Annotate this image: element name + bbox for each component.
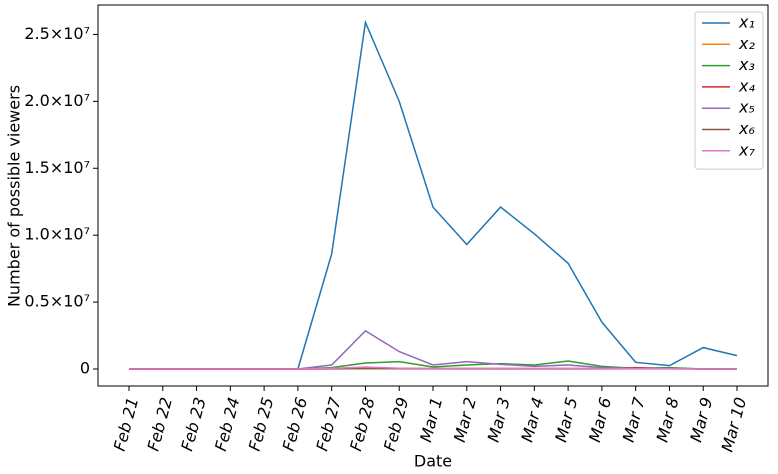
y-tick-label: 1.0×10⁷	[24, 225, 90, 244]
series-line	[129, 19, 738, 370]
series-line	[129, 366, 737, 370]
x-tick-label: Mar 8	[653, 395, 683, 444]
legend-label: x₂	[738, 34, 755, 53]
x-tick-label: Mar 5	[551, 395, 581, 444]
x-tick-label: Mar 6	[585, 395, 615, 444]
y-tick-label: 0.5×10⁷	[24, 292, 90, 311]
x-axis-label: Date	[414, 452, 452, 471]
y-tick-label: 2.5×10⁷	[24, 24, 90, 43]
y-tick-label: 2.0×10⁷	[24, 91, 90, 110]
x-tick-label: Feb 26	[279, 395, 311, 453]
plot-frame	[97, 4, 769, 387]
x-tick-label: Mar 9	[686, 395, 716, 444]
legend-label: x₁	[738, 13, 755, 32]
x-tick-label: Feb 24	[211, 395, 243, 453]
x-tick-label: Feb 23	[177, 395, 209, 453]
x-tick-label: Feb 29	[380, 395, 412, 453]
legend-label: x₇	[738, 140, 755, 159]
x-tick-label: Feb 25	[245, 395, 277, 453]
x-tick-label: Feb 28	[346, 395, 378, 453]
x-tick-label: Feb 21	[110, 395, 142, 453]
y-tick-label: 0	[80, 359, 90, 378]
legend-label: x₅	[738, 98, 755, 117]
x-tick-label: Mar 3	[484, 395, 514, 444]
y-tick-label: 1.5×10⁷	[24, 158, 90, 177]
x-tick-label: Mar 2	[450, 395, 480, 444]
y-axis-label: Number of possible viewers	[5, 85, 24, 307]
legend-label: x₃	[738, 55, 755, 74]
x-tick-label: Mar 1	[416, 395, 446, 444]
legend-label: x₄	[738, 76, 755, 95]
legend-label: x₆	[738, 119, 755, 138]
x-tick-label: Mar 10	[717, 395, 750, 454]
x-tick-label: Feb 27	[312, 394, 345, 452]
x-tick-label: Feb 22	[143, 395, 175, 453]
x-tick-label: Mar 4	[517, 395, 547, 444]
x-tick-label: Mar 7	[619, 394, 649, 444]
